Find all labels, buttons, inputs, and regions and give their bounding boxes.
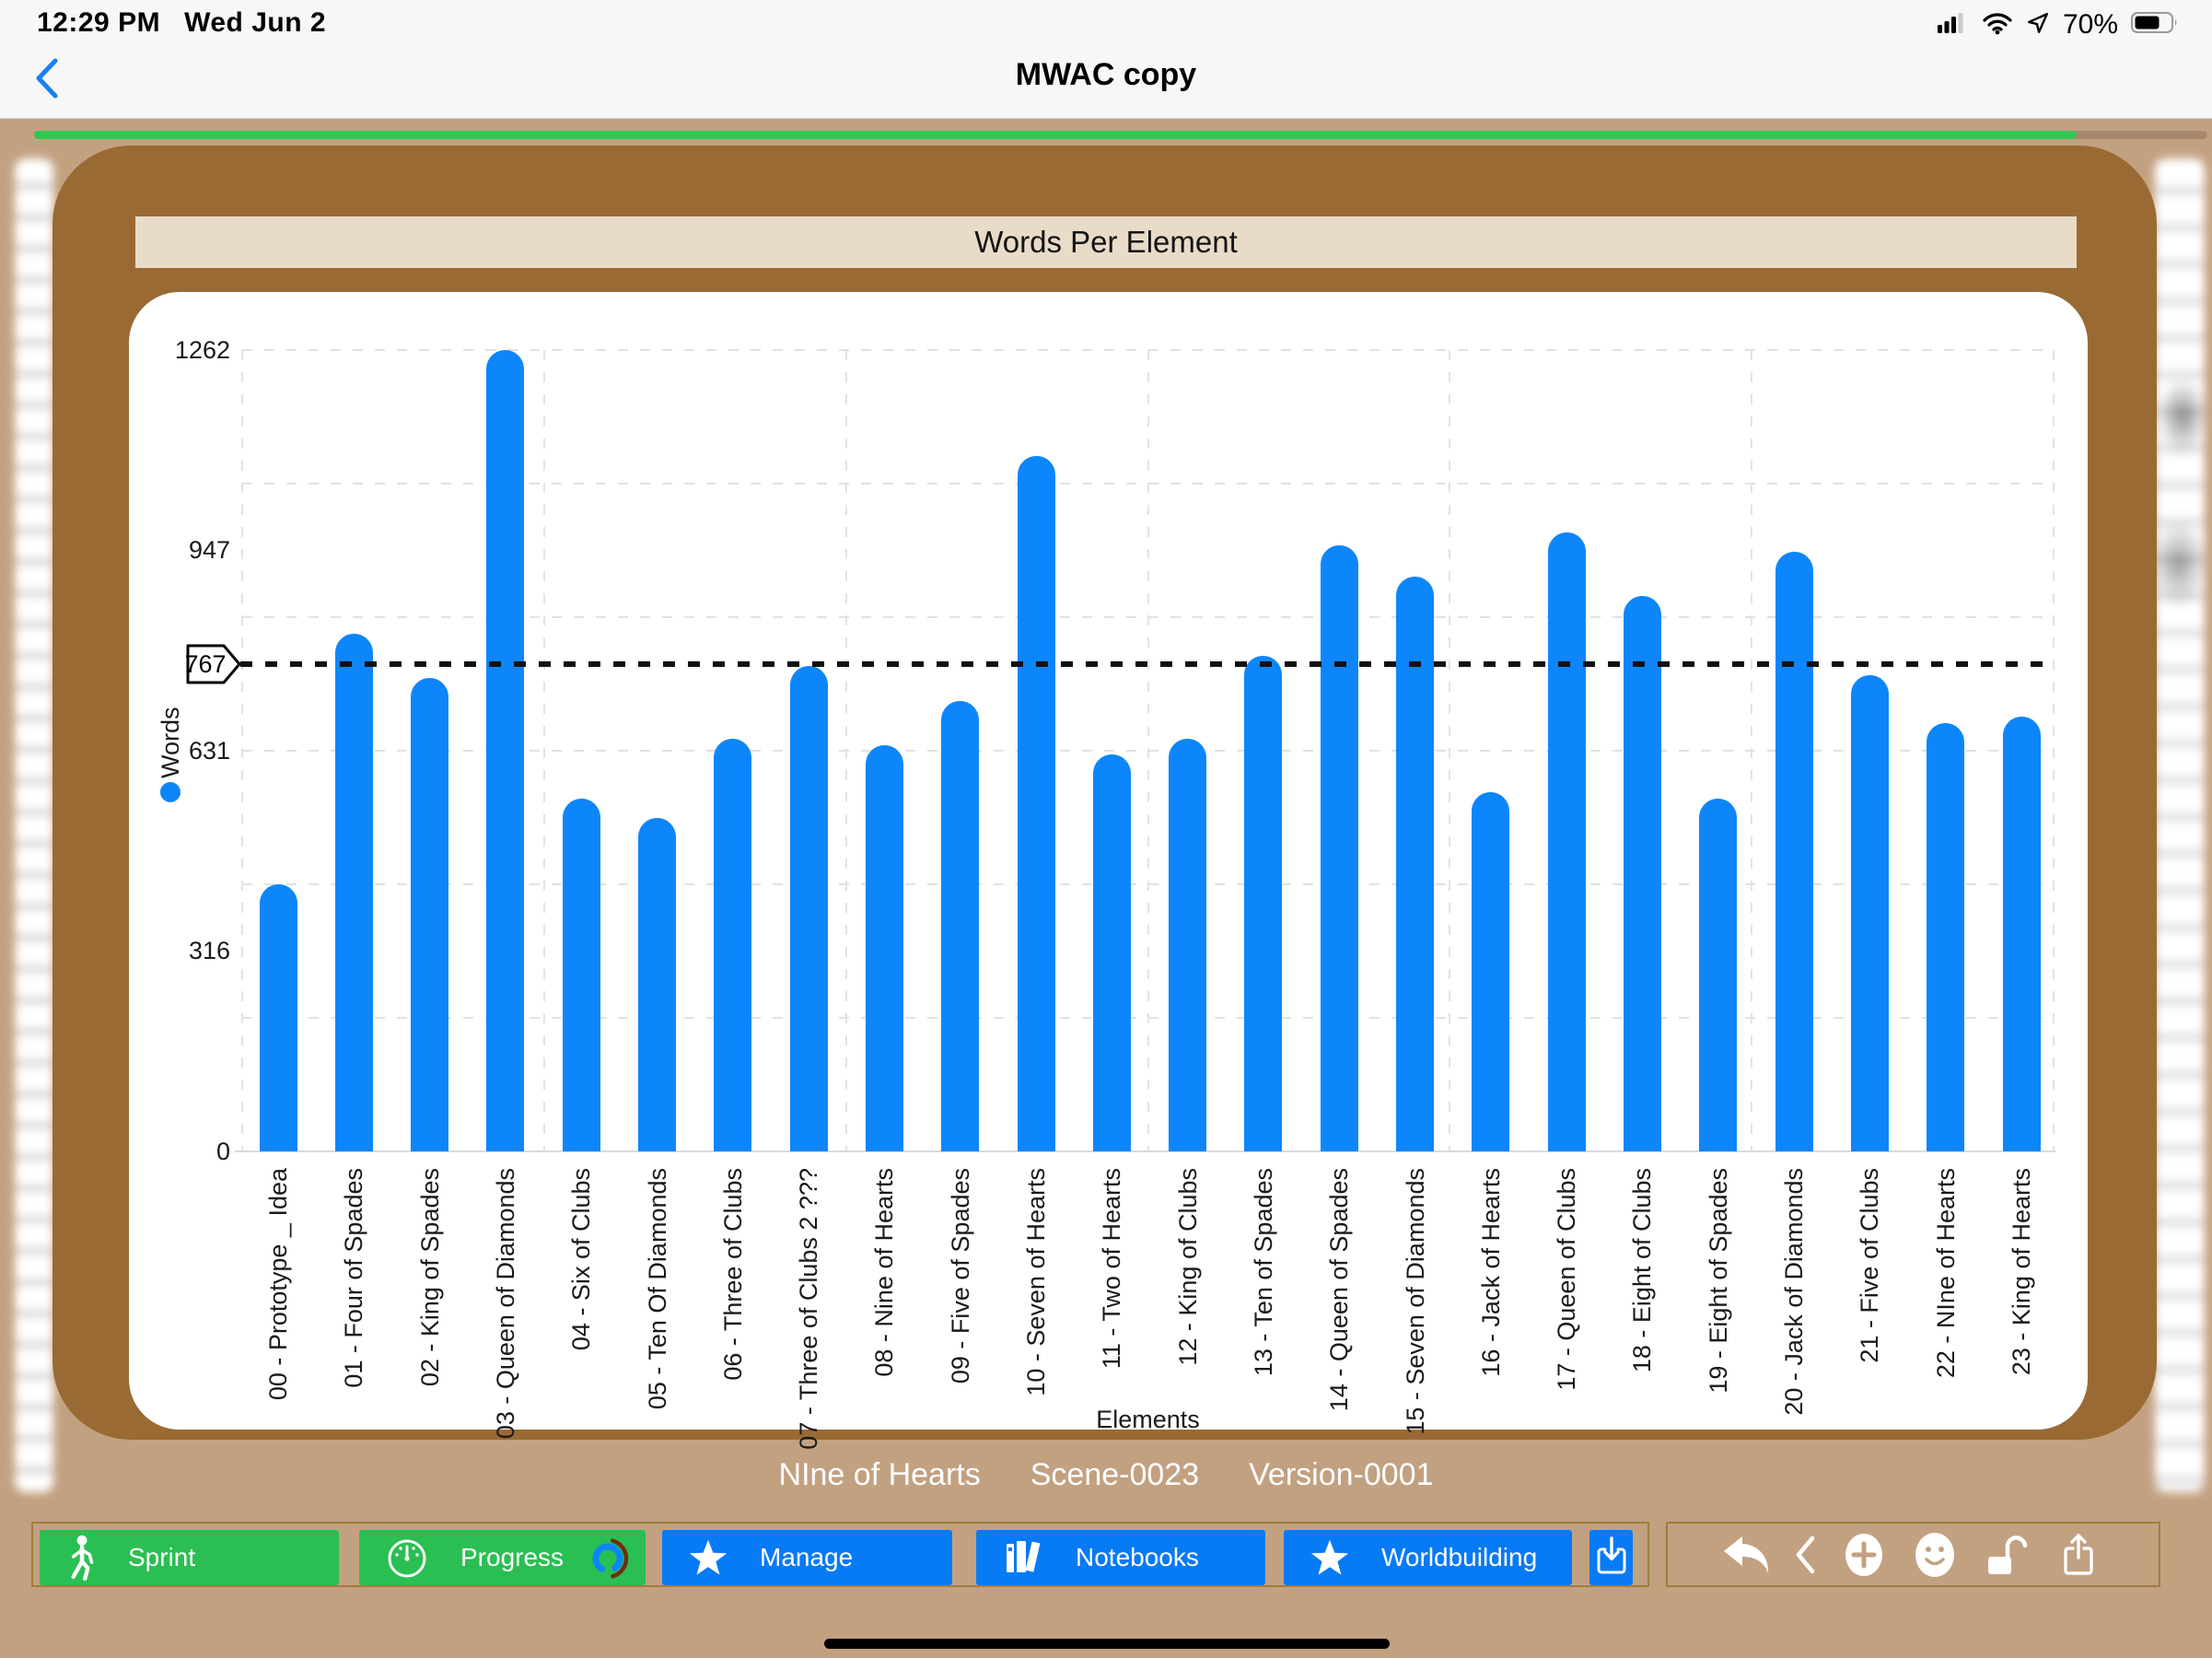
add-circle-icon (1845, 1533, 1882, 1576)
books-icon (1002, 1536, 1044, 1579)
back-button[interactable] (28, 53, 70, 103)
wifi-icon (1982, 11, 2013, 40)
battery-percent: 70% (2062, 9, 2118, 40)
unlock-icon (1988, 1535, 2028, 1574)
session-progress-fill (34, 131, 2078, 139)
lock-button[interactable] (1983, 1533, 2031, 1577)
progress-label: Progress (460, 1543, 565, 1571)
undo-button[interactable] (1722, 1534, 1770, 1576)
status-date: Wed Jun 2 (184, 7, 327, 38)
mood-button[interactable] (1914, 1531, 1956, 1579)
session-progress-bar (34, 131, 2207, 139)
action-toolbar (1666, 1522, 2160, 1587)
manage-button[interactable]: Manage (662, 1530, 952, 1585)
status-time-date: 12:29 PM Wed Jun 2 (37, 7, 326, 39)
sprint-label: Sprint (128, 1543, 196, 1571)
walking-person-icon (65, 1535, 97, 1581)
main-toolbar: Sprint Progress Manage Notebooks (31, 1522, 1649, 1587)
share-icon (2064, 1533, 2093, 1575)
activity-rings-icon (585, 1535, 631, 1588)
footer-meta: NIne of Hearts Scene-0023 Version-0001 (0, 1457, 2212, 1493)
blurred-page-edge-left (15, 158, 53, 1492)
blurred-page-edge-right (2155, 158, 2205, 1492)
chart-title-bar: Words Per Element (135, 216, 2077, 268)
star-icon (688, 1537, 728, 1578)
home-indicator[interactable] (824, 1639, 1390, 1649)
status-icons: 70% (1937, 9, 2181, 41)
navigate-back-button[interactable] (1792, 1533, 1818, 1577)
download-tray-icon (1595, 1535, 1628, 1582)
page-title: MWAC copy (1015, 57, 1197, 92)
worldbuilding-label: Worldbuilding (1381, 1543, 1538, 1571)
cellular-signal-icon (1937, 12, 1969, 39)
location-arrow-icon (2026, 11, 2050, 40)
star-icon (1310, 1537, 1350, 1578)
undo-icon (1724, 1535, 1769, 1573)
notebooks-button[interactable]: Notebooks (976, 1530, 1265, 1585)
chevron-back-icon (36, 58, 58, 99)
footer-scene: Scene-0023 (1030, 1457, 1200, 1492)
battery-icon (2131, 11, 2181, 40)
top-bar: 12:29 PM Wed Jun 2 70% MWAC copy (0, 0, 2212, 119)
gauge-icon (385, 1535, 429, 1580)
manage-label: Manage (760, 1543, 854, 1571)
smiley-icon (1915, 1532, 1954, 1577)
notebooks-label: Notebooks (1076, 1543, 1199, 1571)
chart-card (129, 292, 2088, 1430)
footer-version: Version-0001 (1249, 1457, 1434, 1492)
chart-title: Words Per Element (974, 225, 1238, 259)
sprint-button[interactable]: Sprint (40, 1530, 339, 1585)
chevron-left-icon (1796, 1535, 1815, 1573)
add-button[interactable] (1843, 1531, 1885, 1579)
status-time: 12:29 PM (37, 7, 161, 38)
download-button[interactable] (1589, 1530, 1633, 1585)
share-button[interactable] (2056, 1532, 2101, 1578)
footer-element-name: NIne of Hearts (778, 1457, 981, 1492)
worldbuilding-button[interactable]: Worldbuilding (1284, 1530, 1572, 1585)
progress-button[interactable]: Progress (359, 1530, 646, 1585)
